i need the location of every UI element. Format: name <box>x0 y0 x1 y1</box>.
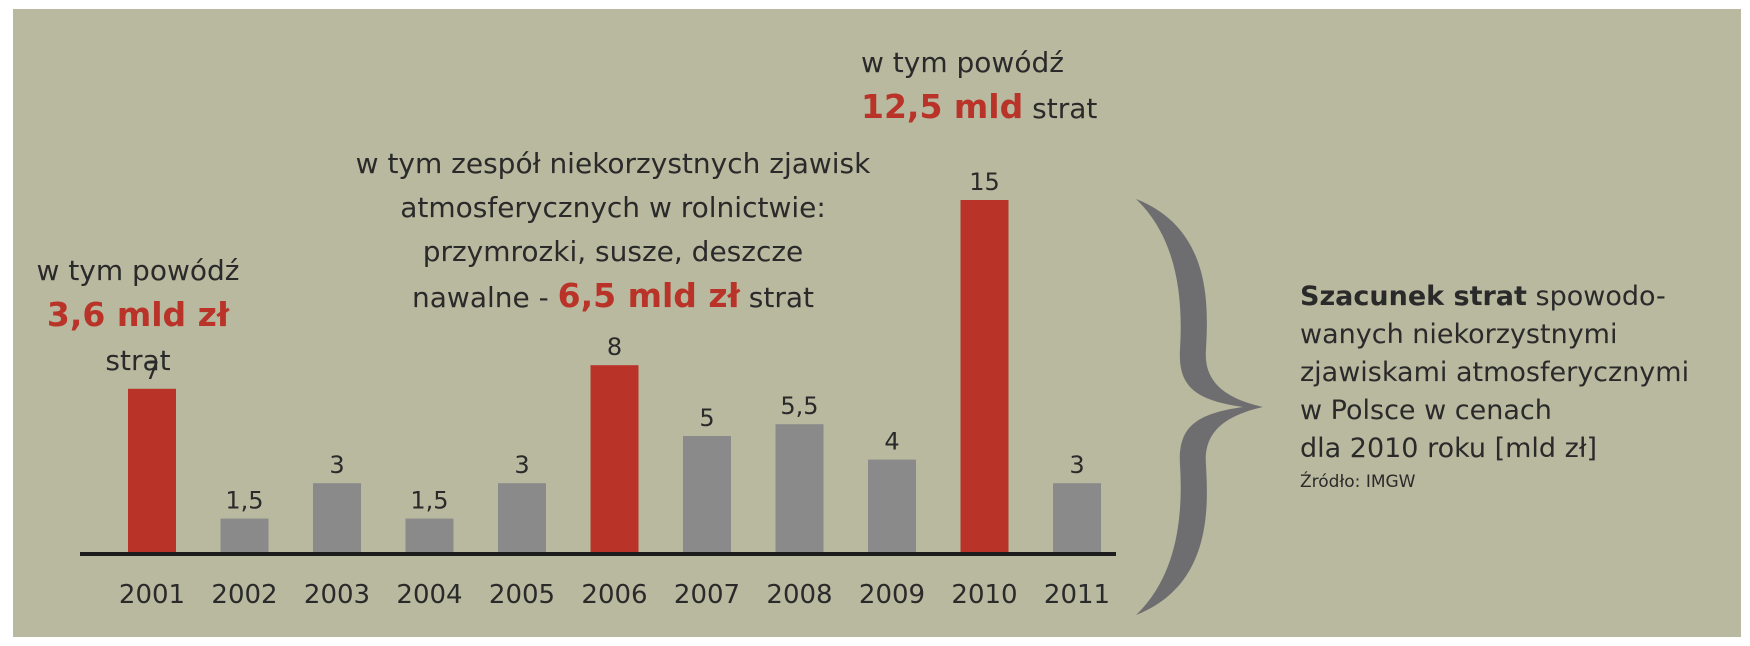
bar-2004 <box>405 518 454 554</box>
annotation-2010-suffix: strat <box>1032 92 1098 125</box>
chart-panel: 7 1,5 3 1,5 3 8 5 5,5 4 15 3 2001 2002 2003 2004 2005 2… <box>13 9 1741 637</box>
annotation-2001: w tym powódź 3,6 mld zł strat <box>18 249 258 383</box>
annotation-2006-value: 6,5 mld zł <box>557 276 740 315</box>
x-tick-label-2005: 2005 <box>489 580 555 610</box>
value-label-2005: 3 <box>514 451 529 479</box>
x-tick-label-2003: 2003 <box>304 580 370 610</box>
x-tick-label-2010: 2010 <box>951 580 1017 610</box>
bar-2009 <box>868 459 916 554</box>
value-label-2010: 15 <box>969 168 1000 196</box>
x-tick-label-2008: 2008 <box>766 580 832 610</box>
annotation-2006-suffix: strat <box>748 281 814 314</box>
bar-2008 <box>775 424 824 554</box>
value-label-2002: 1,5 <box>225 487 263 515</box>
x-tick-label-2007: 2007 <box>674 580 740 610</box>
x-tick-label-2004: 2004 <box>396 580 462 610</box>
bar-2002 <box>220 518 269 554</box>
annotation-2001-line1: w tym powódź <box>36 254 240 287</box>
description-line1: spowodo- <box>1535 281 1666 312</box>
x-tick-label-2002: 2002 <box>211 580 277 610</box>
value-label-2001: 7 <box>144 357 159 385</box>
bar-2011 <box>1053 483 1101 554</box>
annotation-2001-suffix: strat <box>105 344 171 377</box>
curly-brace-icon <box>1136 199 1263 615</box>
bar-2006 <box>590 365 639 554</box>
annotation-2006: w tym zespół niekorzystnych zjawisk atmo… <box>303 142 923 320</box>
source-note: Źródło: IMGW <box>1300 472 1416 492</box>
bar-2010 <box>960 200 1009 554</box>
value-label-2004: 1,5 <box>410 487 448 515</box>
description-line4: w Polsce w cenach <box>1300 395 1552 426</box>
bar-2003 <box>313 483 361 554</box>
description-bold: Szacunek strat <box>1300 281 1527 312</box>
description-line5: dla 2010 roku [mld zł] <box>1300 433 1598 464</box>
annotation-2010-value: 12,5 mld <box>861 87 1024 126</box>
annotation-2001-value: 3,6 mld zł <box>46 295 230 334</box>
value-label-2003: 3 <box>329 451 344 479</box>
value-label-2008: 5,5 <box>780 392 818 420</box>
bar-2007 <box>683 436 731 554</box>
bar-2001 <box>128 388 176 554</box>
x-tick-label-2006: 2006 <box>581 580 647 610</box>
annotation-2006-prefix: nawalne - <box>412 281 549 314</box>
annotation-2010: w tym powódź 12,5 mld strat <box>861 41 1161 131</box>
bar-2005 <box>498 483 546 554</box>
x-tick-label-2001: 2001 <box>119 580 185 610</box>
value-label-2006: 8 <box>607 333 622 361</box>
annotation-2006-line3: przymrozki, susze, deszcze <box>422 235 804 268</box>
description-line2: wanych niekorzystnymi <box>1300 319 1618 350</box>
value-label-2009: 4 <box>884 428 899 456</box>
chart-description: Szacunek strat spowodo- wanych niekorzys… <box>1300 278 1740 496</box>
annotation-2006-line2: atmosferycznych w rolnictwie: <box>400 191 826 224</box>
annotation-2010-line1: w tym powódź <box>861 46 1064 79</box>
description-line3: zjawiskami atmosferycznymi <box>1300 357 1690 388</box>
annotation-2006-line1: w tym zespół niekorzystnych zjawisk <box>355 147 871 180</box>
bar-chart: 7 1,5 3 1,5 3 8 5 5,5 4 15 3 2001 2002 2003 2004 2005 2… <box>80 168 1263 615</box>
x-tick-label-2009: 2009 <box>859 580 925 610</box>
value-label-2007: 5 <box>699 404 714 432</box>
value-label-2011: 3 <box>1069 451 1084 479</box>
x-tick-label-2011: 2011 <box>1044 580 1110 610</box>
